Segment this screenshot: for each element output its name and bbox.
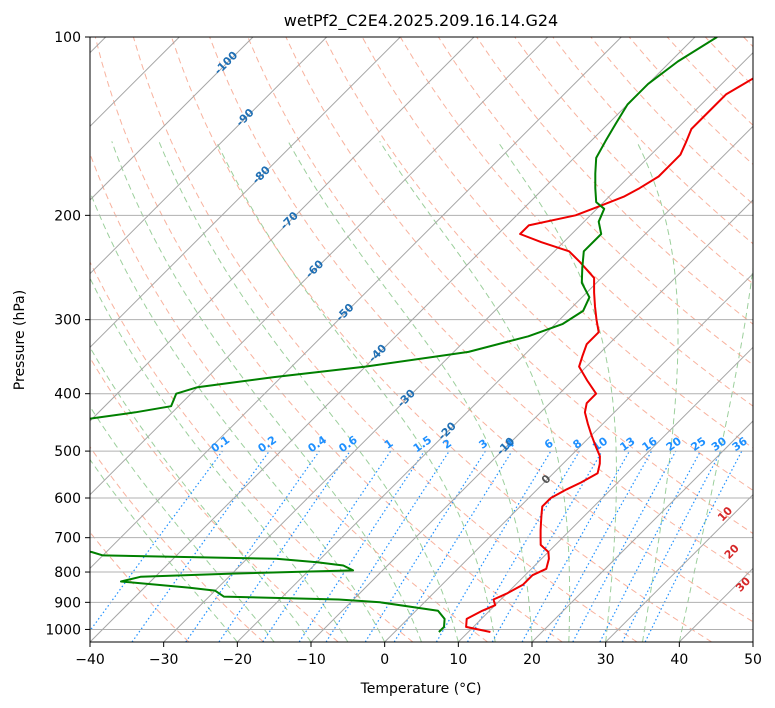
- dry-adiabat-130: [514, 37, 753, 285]
- isotherms: [90, 37, 753, 642]
- x-tick-label--10: −10: [296, 652, 326, 668]
- isotherm--80: [90, 37, 401, 349]
- pressure-gridlines: [90, 37, 753, 630]
- mixing-ratio-line-0: [90, 450, 223, 632]
- isotherm--70: [90, 37, 475, 422]
- plot-frame: [89, 36, 754, 643]
- mixing-ratio-line-3: [218, 450, 351, 642]
- mixing-ratio-line-2: [185, 450, 320, 642]
- x-tick-label-0: 0: [380, 652, 389, 668]
- chart-title: wetPf2_C2E4.2025.209.16.14.G24: [284, 11, 558, 31]
- y-tick-label-200: 200: [54, 208, 81, 224]
- x-tick-label--30: −30: [149, 652, 179, 668]
- x-tick-label-10: 10: [449, 652, 467, 668]
- x-tick-label--40: −40: [75, 652, 105, 668]
- mixing-ratio-lines: [90, 450, 743, 642]
- mixing-ratio-line-17: [644, 450, 743, 642]
- dry-adiabat-120: [476, 37, 753, 325]
- dry-adiabat--20: [90, 446, 264, 642]
- mixing-ratio-line-4: [262, 450, 392, 642]
- isotherm--20: [236, 125, 753, 642]
- isotherm--100: [90, 37, 254, 201]
- dry-adiabats: [90, 37, 753, 642]
- dry-adiabat-70: [285, 37, 753, 535]
- x-tick-label-20: 20: [523, 652, 541, 668]
- dry-adiabat-40: [171, 37, 712, 642]
- x-axis-ticks: −40 −30 −20 −10 0 10 20 30 40 50: [75, 642, 762, 668]
- isotherm-10: [457, 346, 753, 642]
- x-tick-label-50: 50: [744, 652, 762, 668]
- dry-adiabat-20: [94, 37, 563, 642]
- isotherm--10: [310, 199, 753, 642]
- profile-series: [90, 37, 753, 633]
- dry-adiabat-50: [209, 37, 753, 623]
- mixing-ratio-line-5: [298, 450, 425, 642]
- y-axis-title: Pressure (hPa): [12, 290, 28, 390]
- dry-adiabat-30: [132, 37, 638, 642]
- mixing-ratio-line-8: [393, 450, 513, 642]
- temperature-line: [465, 77, 753, 633]
- x-tick-label-30: 30: [597, 652, 615, 668]
- isotherm-20: [531, 420, 753, 642]
- y-tick-label-1000: 1000: [45, 622, 81, 638]
- y-tick-label-500: 500: [54, 444, 81, 460]
- isotherm--60: [90, 37, 549, 496]
- isotherm--40: [90, 37, 696, 642]
- isotherm-30: [605, 493, 753, 642]
- mixing-ratio-line-12: [521, 450, 631, 642]
- y-tick-label-400: 400: [54, 387, 81, 403]
- isotherm--90: [90, 37, 328, 275]
- y-axis-ticks: 100 200 300 400 500 600 700 800 900 1000: [45, 30, 90, 638]
- dry-adiabat-60: [247, 37, 753, 578]
- dewpoint-line: [90, 37, 718, 633]
- isotherm-0: [384, 272, 753, 642]
- y-tick-label-800: 800: [54, 565, 81, 581]
- mixing-ratio-line-14: [572, 450, 677, 642]
- y-tick-label-300: 300: [54, 313, 81, 329]
- x-axis-title: Temperature (°C): [360, 681, 482, 697]
- y-tick-label-600: 600: [54, 491, 81, 507]
- dry-adiabat--10: [90, 356, 339, 642]
- mixing-ratio-line-6: [325, 450, 450, 642]
- y-tick-label-900: 900: [54, 595, 81, 611]
- mixing-ratio-line-13: [545, 450, 653, 642]
- y-tick-label-700: 700: [54, 531, 81, 547]
- x-tick-label--20: −20: [223, 652, 253, 668]
- isotherm--50: [90, 37, 622, 570]
- dry-adiabat-label: 40: [748, 603, 768, 623]
- x-tick-label-40: 40: [670, 652, 688, 668]
- isotherm--30: [163, 51, 753, 642]
- mixing-ratio-line-1: [131, 450, 270, 642]
- dry-adiabat-0: [90, 260, 414, 642]
- dry-adiabat-80: [323, 37, 753, 491]
- y-tick-label-100: 100: [54, 30, 81, 46]
